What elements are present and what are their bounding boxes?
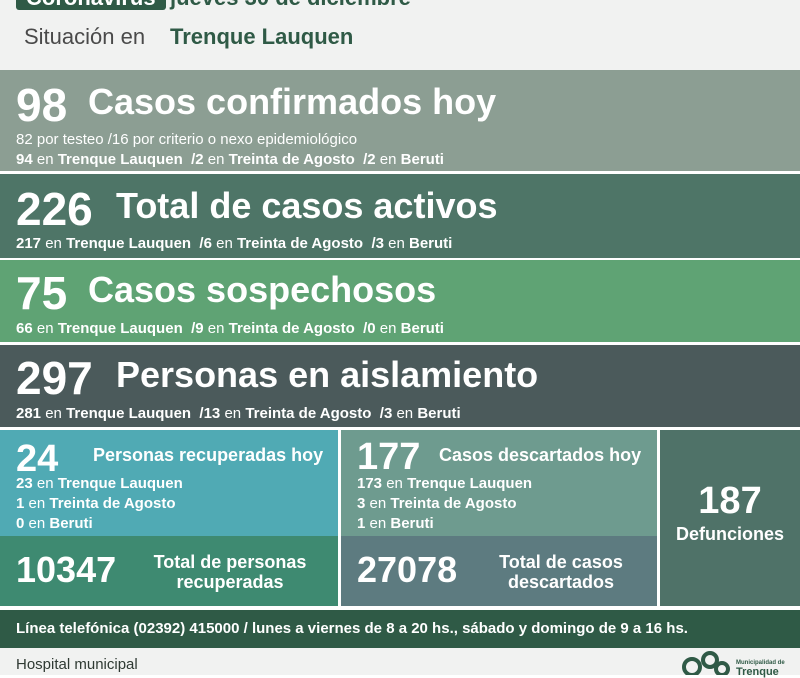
descartados-value: 177: [357, 436, 421, 478]
total-recuperadas-panel: 10347 Total de personas recuperadas: [0, 536, 338, 606]
total-descartados-panel: 27078 Total de casos descartados: [341, 536, 657, 606]
activos-value: 226: [16, 183, 93, 235]
aislamiento-label: Personas en aislamiento: [116, 354, 539, 395]
city-name: Trenque Lauquen: [170, 24, 354, 49]
total-descartados-label: Total de casos descartados: [499, 552, 623, 592]
aislamiento-localities: 281 en Trenque Lauquen /13 en Treinta de…: [16, 405, 461, 422]
activos-localities: 217 en Trenque Lauquen /6 en Treinta de …: [16, 235, 453, 252]
phone-bar: Línea telefónica (02392) 415000 / lunes …: [0, 610, 800, 648]
defunciones-panel: 187 Defunciones: [660, 430, 800, 606]
sospechosos-label: Casos sospechosos: [88, 269, 437, 310]
sospechosos-panel: 75 Casos sospechosos 66 en Trenque Lauqu…: [0, 260, 800, 342]
logo-big-text: Trenque: [736, 666, 779, 678]
confirmados-value: 98: [16, 79, 68, 131]
recuperadas-loc-2: 1 en Treinta de Agosto: [16, 495, 176, 512]
defunciones-label: Defunciones: [675, 524, 785, 544]
municipality-logo-icon: [682, 651, 730, 675]
sospechosos-localities: 66 en Trenque Lauquen /9 en Treinta de A…: [16, 320, 444, 337]
confirmados-localities: 94 en Trenque Lauquen /2 en Treinta de A…: [16, 151, 444, 168]
coronavirus-tag: Coronavirus: [16, 0, 166, 10]
total-descartados-value: 27078: [357, 549, 458, 590]
descartados-loc-1: 173 en Trenque Lauquen: [357, 475, 533, 492]
sospechosos-value: 75: [16, 267, 68, 319]
recuperadas-label: Personas recuperadas hoy: [93, 445, 324, 465]
descartados-panel: 177 Casos descartados hoy 173 en Trenque…: [341, 430, 657, 536]
descartados-loc-2: 3 en Treinta de Agosto: [357, 495, 517, 512]
total-recuperadas-label: Total de personas recuperadas: [153, 552, 307, 592]
header: [0, 0, 800, 70]
footer: [0, 648, 800, 675]
defunciones-value: 187: [698, 480, 762, 522]
date-text: jueves 30 de diciembre: [170, 0, 411, 10]
situacion-label: Situación en: [24, 24, 146, 49]
aislamiento-panel: 297 Personas en aislamiento 281 en Trenq…: [0, 345, 800, 427]
descartados-loc-3: 1 en Beruti: [357, 515, 434, 532]
activos-label: Total de casos activos: [116, 185, 498, 226]
aislamiento-value: 297: [16, 352, 93, 404]
phone-text: Línea telefónica (02392) 415000 / lunes …: [16, 620, 688, 637]
confirmados-panel: 98 Casos confirmados hoy 82 por testeo /…: [0, 70, 800, 171]
activos-panel: 226 Total de casos activos 217 en Trenqu…: [0, 174, 800, 258]
confirmados-breakdown: 82 por testeo /16 por criterio o nexo ep…: [16, 131, 358, 148]
confirmados-label: Casos confirmados hoy: [88, 81, 497, 122]
hospital-label: Hospital municipal: [16, 656, 138, 673]
recuperadas-loc-3: 0 en Beruti: [16, 515, 93, 532]
recuperadas-value: 24: [16, 438, 59, 480]
descartados-label: Casos descartados hoy: [439, 445, 642, 465]
recuperadas-panel: 24 Personas recuperadas hoy 23 en Trenqu…: [0, 430, 338, 536]
recuperadas-loc-1: 23 en Trenque Lauquen: [16, 475, 183, 492]
logo-small-text: Municipalidad de: [736, 660, 785, 666]
total-recuperadas-value: 10347: [16, 549, 117, 590]
